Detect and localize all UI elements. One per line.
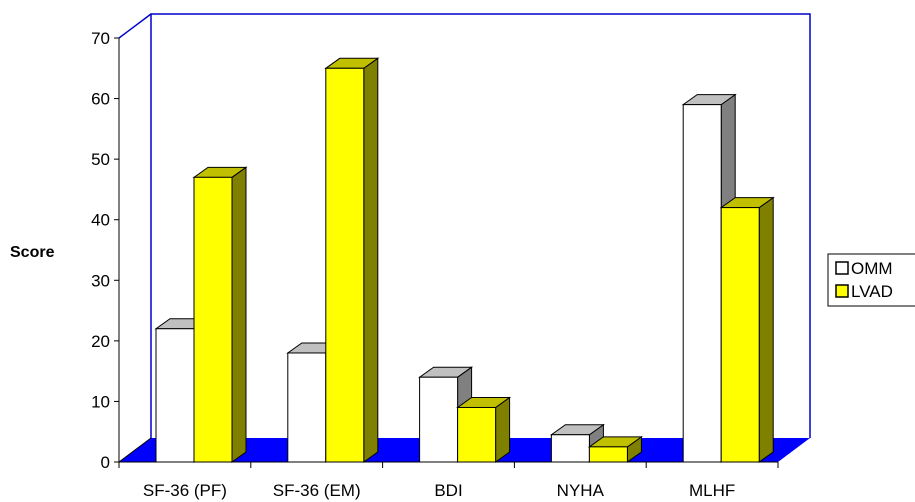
bar-side-face xyxy=(758,196,774,463)
x-axis-ticks: SF-36 (PF) SF-36 (EM) BDI NYHA MLHF xyxy=(118,462,779,500)
bar-lvad xyxy=(324,57,380,463)
bar-front-face xyxy=(155,328,195,463)
y-axis-ticks: 0 10 20 30 40 50 60 70 xyxy=(91,29,119,472)
x-category-label: BDI xyxy=(434,481,462,500)
bar-front-face xyxy=(550,434,590,463)
x-category-label: MLHF xyxy=(689,481,735,500)
bar-group xyxy=(286,57,380,463)
bar-front-face xyxy=(193,176,233,463)
bar-group xyxy=(549,423,643,463)
y-tick-label: 0 xyxy=(101,453,110,472)
bar-group xyxy=(154,166,248,463)
y-tick-label: 40 xyxy=(91,211,110,230)
bar-omm xyxy=(549,423,605,463)
bar-groups xyxy=(154,57,775,463)
y-wall-bottom-edge xyxy=(118,437,152,463)
y-tick-label: 20 xyxy=(91,332,110,351)
y-tick-label: 30 xyxy=(91,271,110,290)
legend-label-omm: OMM xyxy=(851,259,893,278)
bar-front-face xyxy=(682,104,722,463)
legend-label-lvad: LVAD xyxy=(851,282,893,301)
legend: OMM LVAD xyxy=(827,253,915,307)
bar-group xyxy=(681,93,775,463)
bar-lvad xyxy=(456,396,512,463)
legend-swatch-lvad xyxy=(835,284,849,298)
y-tick-label: 60 xyxy=(91,90,110,109)
bar-side-face xyxy=(495,396,511,463)
bar-lvad xyxy=(587,435,643,463)
bar-front-face xyxy=(588,446,628,463)
bar-front-face xyxy=(720,207,760,463)
x-category-label: NYHA xyxy=(557,481,605,500)
bar-front-face xyxy=(287,352,327,463)
y-tick-label: 10 xyxy=(91,392,110,411)
x-category-label: SF-36 (EM) xyxy=(273,481,361,500)
bar-group xyxy=(418,366,512,463)
bar-front-face xyxy=(325,67,365,463)
bar-omm xyxy=(681,93,737,463)
bar-side-face xyxy=(231,166,247,463)
y-wall-top-edge xyxy=(118,13,152,39)
bar-lvad xyxy=(192,166,248,463)
chart-back-wall xyxy=(150,13,811,438)
y-tick-label: 50 xyxy=(91,150,110,169)
legend-swatch-omm xyxy=(835,261,849,275)
bar-side-face xyxy=(363,57,379,463)
bar-front-face xyxy=(457,406,497,463)
bar-front-face xyxy=(419,376,459,463)
y-axis-title: Score xyxy=(10,244,55,261)
x-category-label: SF-36 (PF) xyxy=(143,481,227,500)
bar-lvad xyxy=(719,196,775,463)
y-tick-label: 70 xyxy=(91,29,110,48)
